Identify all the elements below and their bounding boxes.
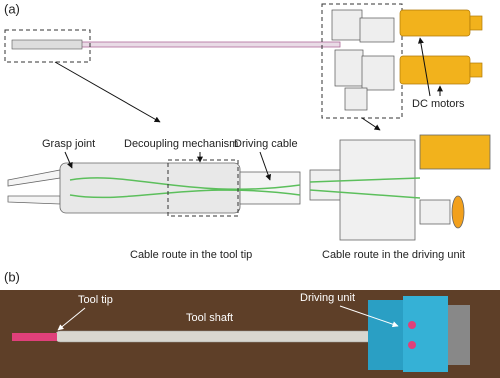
tip-box	[4, 29, 91, 63]
driving-unit	[331, 9, 395, 111]
panel-label: (a)	[4, 1, 20, 16]
arrow	[57, 307, 86, 331]
photo-label: Driving unit	[300, 292, 355, 304]
panel-a: (a) DC motors Grasp joint Deco	[4, 1, 491, 261]
tip-label: Driving cable	[234, 138, 298, 150]
arrow	[361, 117, 381, 131]
arrow	[54, 61, 161, 123]
tip-detail	[7, 162, 301, 214]
arrow	[339, 305, 399, 328]
tool-shaft	[79, 41, 341, 48]
tip-label: Grasp joint	[42, 138, 95, 150]
tool-tip	[11, 39, 83, 50]
panel-b: (b) Tool tip Tool shaft Driving unit	[0, 269, 500, 378]
shaft	[54, 330, 376, 343]
tip-label: Decoupling mechanism	[124, 138, 238, 150]
photo-label: Tool tip	[78, 294, 113, 306]
arrow	[64, 151, 73, 169]
decoupling-box	[167, 159, 239, 217]
caption: Cable route in the driving unit	[322, 249, 465, 261]
motor-label: DC motors	[412, 98, 465, 110]
photo-label: Tool shaft	[186, 312, 233, 324]
caption: Cable route in the tool tip	[130, 249, 252, 261]
motors	[399, 9, 483, 85]
panel-label: (b)	[4, 269, 20, 284]
arrow	[259, 151, 272, 181]
arrow	[417, 37, 431, 97]
tip	[12, 333, 57, 341]
driving-unit	[368, 296, 470, 372]
unit-detail	[309, 134, 491, 241]
